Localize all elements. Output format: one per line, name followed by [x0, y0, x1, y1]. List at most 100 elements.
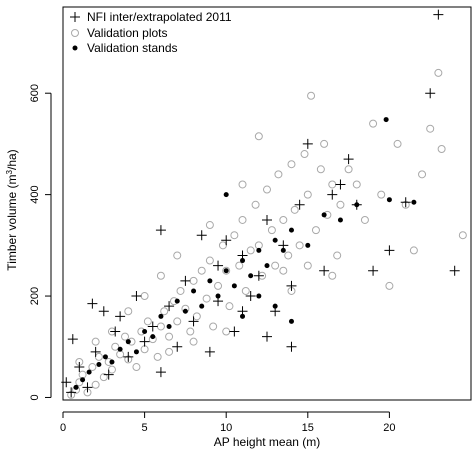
validation-plot-point: [311, 226, 320, 235]
validation-plot-point: [352, 180, 361, 189]
validation-plot-point: [279, 266, 288, 275]
nfi-point: [253, 270, 264, 281]
legend-label-stands: Validation stands: [87, 41, 178, 55]
validation-plot-point: [303, 261, 312, 270]
nfi-point: [74, 362, 85, 373]
validation-stand-point: [109, 359, 115, 365]
nfi-point: [213, 296, 224, 307]
nfi-point: [286, 280, 297, 291]
validation-plot-point: [241, 286, 250, 295]
validation-plot-point: [235, 261, 244, 270]
validation-plot-point: [218, 241, 227, 250]
validation-stand-point: [133, 349, 139, 355]
validation-stand-point: [86, 369, 92, 375]
nfi-point: [433, 9, 444, 20]
validation-plot-point: [173, 251, 182, 260]
nfi-point: [270, 306, 281, 317]
validation-plot-point: [271, 261, 280, 270]
validation-stand-point: [207, 278, 213, 284]
validation-stands-series: [73, 117, 417, 390]
validation-plot-point: [140, 345, 149, 354]
nfi-point: [286, 341, 297, 352]
validation-plots-series: [67, 68, 467, 399]
validation-plot-point: [344, 165, 353, 174]
validation-plot-point: [333, 251, 342, 260]
nfi-point: [213, 260, 224, 271]
validation-plot-point: [107, 365, 116, 374]
validation-plot-point: [192, 312, 201, 321]
validation-plot-point: [267, 226, 276, 235]
validation-plot-point: [75, 378, 84, 387]
validation-plot-point: [209, 322, 218, 331]
validation-plot-point: [165, 347, 174, 356]
validation-plot-point: [320, 139, 329, 148]
validation-plot-point: [279, 215, 288, 224]
validation-plot-point: [290, 205, 299, 214]
validation-plot-point: [303, 190, 312, 199]
validation-plot-point: [111, 342, 120, 351]
nfi-point: [139, 336, 150, 347]
nfi-point: [98, 306, 109, 317]
nfi-point: [245, 291, 256, 302]
validation-stand-point: [264, 263, 270, 269]
validation-stand-point: [73, 384, 79, 390]
validation-stand-point: [256, 293, 262, 299]
validation-plot-point: [295, 241, 304, 250]
validation-plot-point: [369, 119, 378, 128]
validation-plot-point: [437, 144, 446, 153]
nfi-point: [155, 225, 166, 236]
x-tick-label: 10: [220, 422, 232, 434]
validation-plot-point: [189, 276, 198, 285]
validation-plot-point: [238, 215, 247, 224]
validation-plot-point: [274, 170, 283, 179]
validation-plot-point: [316, 165, 325, 174]
validation-plot-point: [202, 294, 211, 303]
validation-plot-point: [230, 231, 239, 240]
nfi-point: [351, 199, 362, 210]
x-tick-label: 15: [302, 422, 314, 434]
validation-plot-point: [284, 251, 293, 260]
nfi-point: [180, 275, 191, 286]
validation-stand-point: [231, 283, 237, 289]
validation-stand-point: [125, 339, 131, 345]
validation-plot-point: [238, 180, 247, 189]
nfi-point: [400, 197, 411, 208]
validation-plot-point: [385, 281, 394, 290]
nfi-point: [262, 214, 272, 225]
nfi-point: [425, 88, 436, 99]
legend-item-nfi: NFI inter/extrapolated 2011: [70, 10, 232, 24]
nfi-point: [87, 298, 98, 309]
validation-plot-point: [91, 337, 100, 346]
validation-stand-point: [383, 117, 389, 123]
validation-stand-point: [240, 313, 246, 319]
validation-plot-point: [91, 380, 100, 389]
validation-stand-point: [386, 197, 392, 203]
validation-plot-point: [186, 327, 195, 336]
validation-plot-point: [458, 231, 467, 240]
y-tick-label: 400: [29, 185, 41, 203]
validation-plot-point: [251, 200, 260, 209]
y-axis-title-sup: 3: [5, 169, 14, 174]
validation-plot-point: [254, 241, 263, 250]
y-tick-label: 0: [29, 394, 41, 400]
validation-plot-point: [225, 302, 234, 311]
validation-plot-point: [189, 337, 198, 346]
nfi-point: [384, 245, 395, 256]
validation-plot-point: [214, 281, 223, 290]
validation-plot-point: [160, 307, 169, 316]
nfi-point: [262, 331, 272, 342]
validation-stand-point: [337, 217, 343, 223]
validation-plot-point: [336, 200, 345, 209]
validation-plot-point: [124, 307, 133, 316]
validation-plot-point: [426, 124, 435, 133]
legend-item-stands: Validation stands: [72, 41, 178, 55]
validation-stand-point: [240, 258, 246, 264]
validation-plot-point: [300, 150, 309, 159]
validation-stand-point: [102, 354, 108, 360]
nfi-point: [66, 387, 77, 398]
validation-plot-point: [132, 363, 141, 372]
validation-plot-point: [434, 68, 443, 77]
validation-plot-point: [143, 317, 152, 326]
validation-plot-point: [328, 180, 337, 189]
